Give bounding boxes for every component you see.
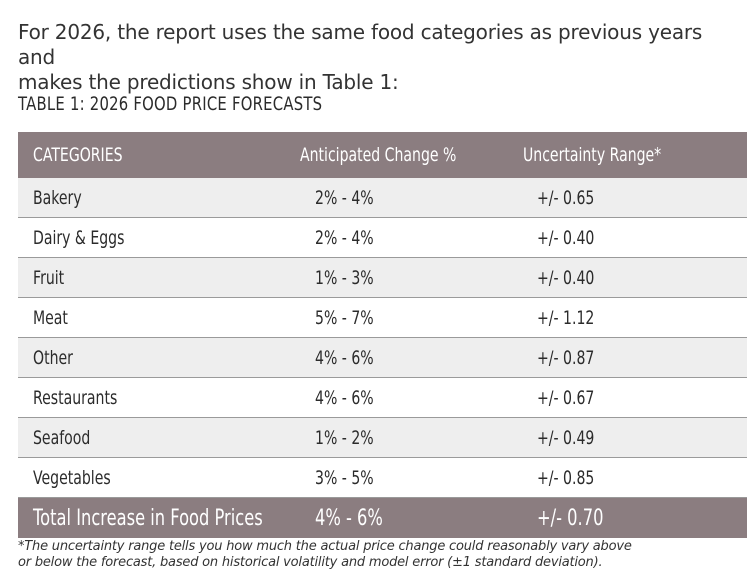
range-cell: +/- 0.49 [537, 426, 595, 449]
category-cell: Restaurants [33, 386, 118, 409]
change-cell: 4% - 6% [315, 346, 374, 369]
table-total-row: Total Increase in Food Prices 4% - 6% +/… [18, 498, 747, 538]
category-cell: Dairy & Eggs [33, 226, 125, 249]
change-cell: 1% - 2% [315, 426, 374, 449]
category-cell: Fruit [33, 266, 65, 289]
intro-line-1: For 2026, the report uses the same food … [18, 20, 703, 69]
table-footnote: *The uncertainty range tells you how muc… [18, 539, 738, 571]
category-cell: Meat [33, 306, 68, 329]
total-category-cell: Total Increase in Food Prices [33, 505, 263, 531]
category-cell: Seafood [33, 426, 91, 449]
range-cell: +/- 0.65 [537, 186, 595, 209]
change-cell: 4% - 6% [315, 386, 374, 409]
table-title: TABLE 1: 2026 FOOD PRICE FORECASTS [18, 93, 323, 115]
table-row: Seafood 1% - 2% +/- 0.49 [18, 418, 747, 458]
range-cell: +/- 0.67 [537, 386, 595, 409]
change-cell: 3% - 5% [315, 466, 374, 489]
table-row: Restaurants 4% - 6% +/- 0.67 [18, 378, 747, 418]
table-row: Bakery 2% - 4% +/- 0.65 [18, 178, 747, 218]
category-cell: Bakery [33, 186, 82, 209]
table-header-row: CATEGORIES Anticipated Change % Uncertai… [18, 132, 747, 178]
range-cell: +/- 0.40 [537, 266, 595, 289]
total-change-cell: 4% - 6% [315, 505, 383, 531]
range-cell: +/- 0.40 [537, 226, 595, 249]
forecast-table: CATEGORIES Anticipated Change % Uncertai… [18, 132, 747, 538]
table-row: Meat 5% - 7% +/- 1.12 [18, 298, 747, 338]
change-cell: 5% - 7% [315, 306, 374, 329]
category-cell: Other [33, 346, 73, 369]
header-uncertainty-range: Uncertainty Range* [523, 144, 662, 166]
table-row: Other 4% - 6% +/- 0.87 [18, 338, 747, 378]
intro-line-2: makes the predictions show in Table 1: [18, 70, 399, 94]
table-row: Dairy & Eggs 2% - 4% +/- 0.40 [18, 218, 747, 258]
header-categories: CATEGORIES [33, 144, 123, 166]
range-cell: +/- 0.87 [537, 346, 595, 369]
intro-paragraph: For 2026, the report uses the same food … [18, 20, 738, 95]
header-anticipated-change: Anticipated Change % [300, 144, 457, 166]
range-cell: +/- 1.12 [537, 306, 595, 329]
table-row: Fruit 1% - 3% +/- 0.40 [18, 258, 747, 298]
range-cell: +/- 0.85 [537, 466, 595, 489]
change-cell: 1% - 3% [315, 266, 374, 289]
change-cell: 2% - 4% [315, 186, 374, 209]
total-range-cell: +/- 0.70 [537, 505, 604, 531]
table-row: Vegetables 3% - 5% +/- 0.85 [18, 458, 747, 498]
footnote-line-2: or below the forecast, based on historic… [18, 555, 603, 570]
change-cell: 2% - 4% [315, 226, 374, 249]
footnote-line-1: *The uncertainty range tells you how muc… [18, 539, 632, 554]
category-cell: Vegetables [33, 466, 111, 489]
